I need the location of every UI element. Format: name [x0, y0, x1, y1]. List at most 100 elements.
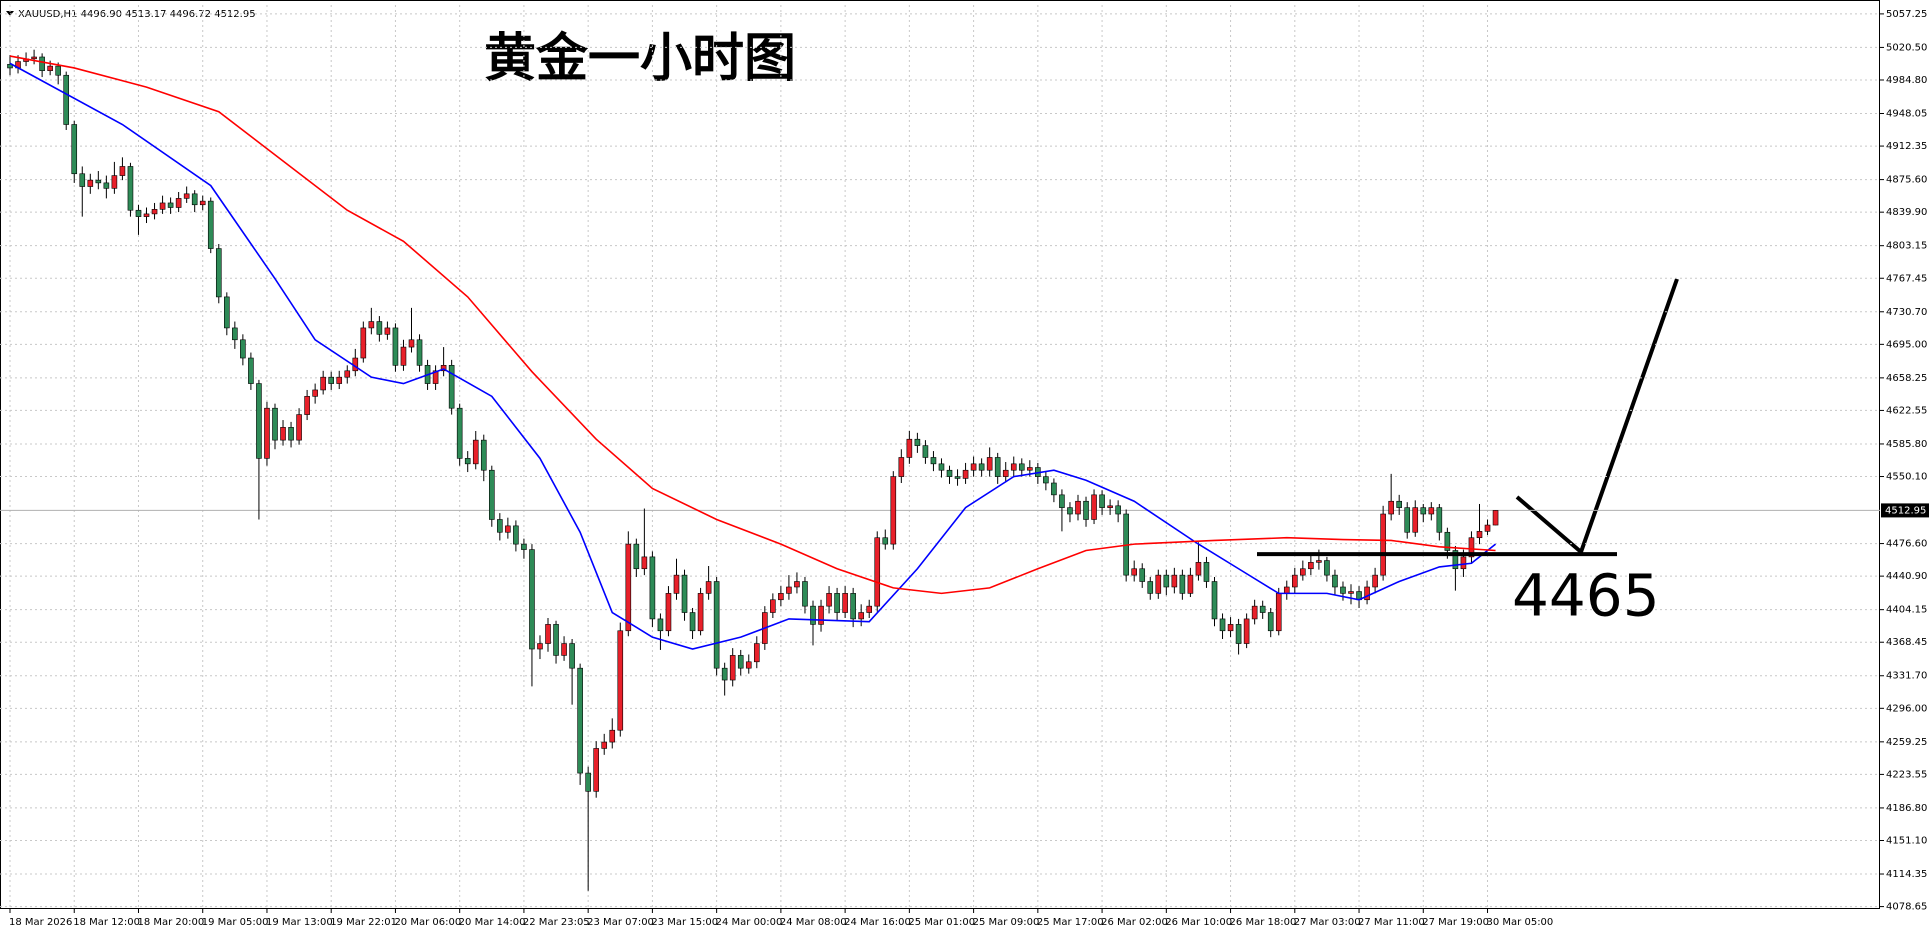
y-tick-label: 4186.80: [1886, 803, 1927, 814]
candle-body: [488, 469, 495, 520]
x-tick-label: 27 Mar 19:00: [1422, 917, 1489, 928]
candle-body: [729, 655, 736, 681]
candle-body: [1059, 494, 1065, 508]
x-tick-label: 27 Mar 11:00: [1358, 917, 1425, 928]
candle-body: [890, 476, 897, 545]
candle-body: [1396, 500, 1402, 508]
candle-body: [1067, 507, 1073, 515]
candle-body: [689, 612, 696, 632]
x-tick-label: 25 Mar 01:00: [908, 917, 975, 928]
x-tick-label: 23 Mar 07:00: [587, 917, 654, 928]
candle-body: [1083, 500, 1089, 520]
candle-body: [1420, 507, 1427, 515]
candle-body: [1292, 574, 1298, 588]
x-tick-label: 27 Mar 03:00: [1294, 917, 1361, 928]
candle-body: [224, 296, 230, 329]
candle-body: [1219, 618, 1226, 632]
candle-body: [1091, 494, 1097, 520]
y-tick-label: 4730.70: [1886, 307, 1927, 318]
candle-body: [360, 327, 367, 359]
candle-body: [1187, 574, 1194, 594]
x-tick-label: 18 Mar 20:00: [137, 917, 204, 928]
candle-body: [63, 74, 70, 125]
x-tick-label: 20 Mar 14:00: [459, 917, 526, 928]
y-tick-label: 4476.60: [1886, 539, 1927, 550]
candle-body: [440, 365, 447, 372]
moving-average: [9, 62, 1497, 650]
y-tick-label: 5057.25: [1886, 9, 1927, 20]
candle-body: [545, 624, 551, 644]
candle-body: [1380, 513, 1386, 576]
candle-body: [970, 463, 977, 471]
y-tick-label: 4875.60: [1886, 175, 1927, 186]
candle-body: [1332, 574, 1338, 588]
candle-body: [609, 729, 616, 743]
candle-body: [199, 200, 206, 206]
candle-body: [882, 537, 889, 545]
y-tick-label: 4259.25: [1886, 737, 1927, 748]
candle-body: [55, 65, 61, 76]
x-tick-label: 25 Mar 17:00: [1037, 917, 1104, 928]
candle-body: [1018, 463, 1025, 471]
candle-body: [119, 166, 126, 176]
candle-body: [448, 365, 455, 409]
candle-body: [312, 389, 318, 397]
x-tick-label: 18 Mar 2026: [9, 917, 72, 928]
y-tick-label: 4331.70: [1886, 671, 1927, 682]
candle-body: [232, 327, 238, 341]
x-tick-label: 24 Mar 08:00: [780, 917, 847, 928]
y-tick-label: 4695.00: [1886, 339, 1927, 350]
candle-body: [1364, 586, 1370, 601]
candle-body: [280, 427, 286, 441]
candle-body: [207, 200, 214, 249]
candle-body: [1388, 500, 1394, 515]
candle-body: [1147, 581, 1154, 594]
candle-body: [1412, 507, 1419, 533]
candle-body: [770, 599, 776, 613]
x-tick-label: 26 Mar 02:00: [1101, 917, 1168, 928]
candle-body: [737, 655, 744, 669]
candle-body: [71, 124, 78, 175]
candle-body: [986, 457, 993, 471]
x-tick-label: 24 Mar 16:00: [844, 917, 911, 928]
candle-body: [1002, 469, 1009, 477]
x-tick-label: 19 Mar 13:00: [266, 917, 333, 928]
candle-body: [657, 618, 664, 632]
candle-body: [392, 327, 399, 366]
y-tick-label: 4368.45: [1886, 637, 1927, 648]
candle-body: [400, 346, 407, 366]
candle-body: [304, 396, 310, 415]
candle-body: [256, 383, 262, 459]
candle-body: [1027, 467, 1033, 471]
candle-body: [1460, 556, 1467, 570]
candle-body: [705, 581, 712, 594]
candle-body: [167, 202, 174, 208]
candle-body: [1155, 574, 1162, 594]
candle-body: [384, 327, 391, 335]
candle-body: [786, 586, 792, 594]
candle-body: [753, 643, 760, 663]
candle-body: [826, 593, 832, 607]
candle-body: [1444, 531, 1451, 551]
candle-body: [1484, 524, 1491, 532]
y-tick-label: 4839.90: [1886, 207, 1927, 218]
candle-body: [1227, 624, 1234, 632]
candle-body: [480, 439, 487, 471]
x-tick-label: 25 Mar 09:00: [973, 917, 1040, 928]
candle-body: [159, 202, 166, 210]
candle-body: [408, 339, 415, 348]
candle-body: [537, 643, 543, 650]
candle-body: [569, 643, 575, 669]
y-tick-label: 4151.10: [1886, 835, 1927, 846]
candle-body: [432, 370, 439, 384]
candle-body: [497, 519, 503, 533]
candle-body: [296, 414, 302, 441]
candle-body: [681, 574, 688, 613]
candle-body: [248, 357, 254, 384]
chart-title: 黄金一小时图: [484, 29, 796, 89]
candle-body: [978, 463, 985, 471]
candle-body: [416, 339, 423, 366]
candle-body: [962, 469, 969, 479]
candle-body: [1163, 574, 1170, 588]
y-tick-label: 4114.35: [1886, 869, 1927, 880]
